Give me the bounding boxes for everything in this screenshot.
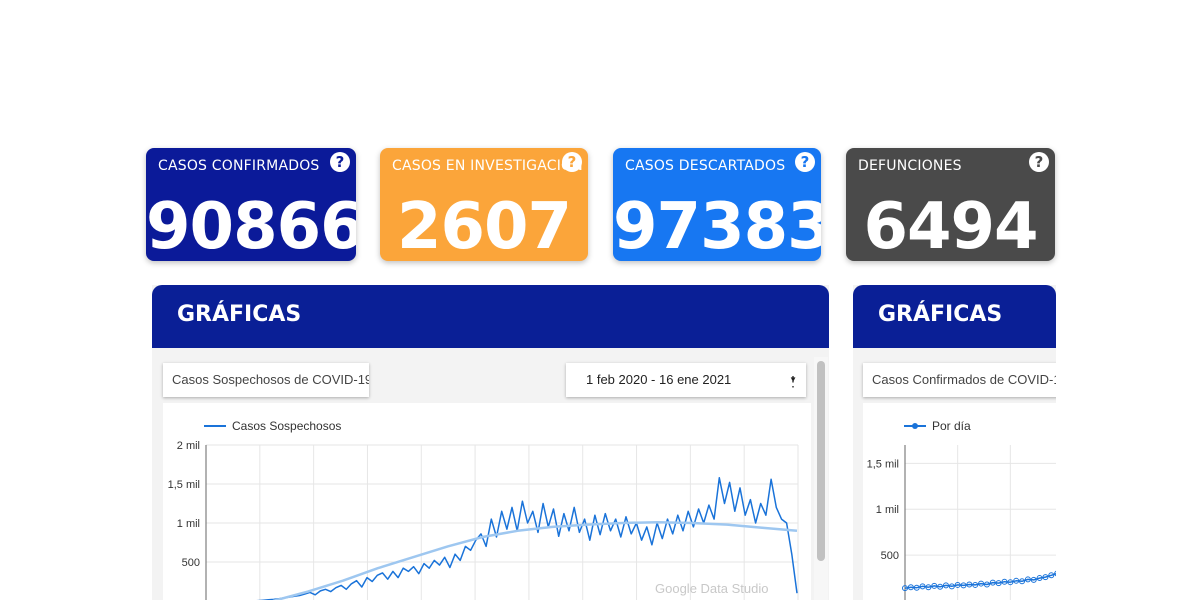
date-range-label: 1 feb 2020 - 16 ene 2021 bbox=[586, 372, 732, 387]
scrollbar[interactable] bbox=[814, 357, 828, 600]
data-point bbox=[989, 579, 996, 586]
chart-sospechosos: 2 mil 1,5 mil 1 mil 500 Casos Sospechosos Go… bbox=[163, 403, 811, 600]
data-point bbox=[954, 581, 961, 588]
panel-title: GRÁFICAS bbox=[878, 302, 1003, 327]
card-defunciones: DEFUNCIONES ? 6494 bbox=[846, 148, 1055, 261]
panel-header: GRÁFICAS bbox=[853, 285, 1056, 348]
date-range-selector[interactable]: 1 feb 2020 - 16 ene 2021 ▼ ⋮ bbox=[566, 363, 806, 397]
chart-title: Casos Confirmados de COVID-19 bbox=[863, 363, 1056, 397]
data-point bbox=[966, 581, 973, 588]
data-point bbox=[925, 584, 932, 591]
y-tick-label: 500 bbox=[182, 557, 200, 569]
legend-marker bbox=[912, 423, 918, 429]
data-point bbox=[978, 580, 985, 587]
panel-header: GRÁFICAS bbox=[152, 285, 829, 348]
data-point bbox=[1024, 576, 1031, 583]
series-line bbox=[256, 477, 798, 600]
data-point bbox=[995, 580, 1002, 587]
scrollbar-thumb[interactable] bbox=[817, 361, 825, 561]
data-point bbox=[907, 584, 914, 591]
watermark: Google Data Studio bbox=[655, 581, 769, 596]
legend-label: Casos Sospechosos bbox=[232, 419, 341, 433]
chart-confirmados: 1,5 mil 1 mil 500 Por día bbox=[863, 403, 1056, 600]
card-label: CASOS EN INVESTIGACIÓN bbox=[392, 158, 583, 174]
data-point bbox=[902, 585, 908, 592]
card-value: 6494 bbox=[863, 190, 1038, 261]
data-point bbox=[1036, 575, 1043, 582]
y-tick-label: 1,5 mil bbox=[867, 458, 899, 470]
data-point bbox=[1001, 578, 1008, 585]
data-point bbox=[1030, 576, 1037, 583]
more-options-icon[interactable]: ⋮ bbox=[786, 373, 800, 389]
data-point bbox=[972, 581, 979, 588]
legend-label: Por día bbox=[932, 419, 971, 433]
help-icon[interactable]: ? bbox=[330, 152, 350, 172]
series-line bbox=[272, 520, 798, 600]
card-confirmados: CASOS CONFIRMADOS ? 90866 bbox=[146, 148, 356, 261]
data-point bbox=[960, 582, 967, 589]
data-point bbox=[1007, 579, 1014, 586]
data-point bbox=[913, 584, 920, 591]
data-point bbox=[983, 581, 990, 588]
data-point bbox=[1019, 578, 1026, 585]
card-descartados: CASOS DESCARTADOS ? 97383 bbox=[613, 148, 821, 261]
help-icon[interactable]: ? bbox=[795, 152, 815, 172]
help-icon[interactable]: ? bbox=[1029, 152, 1049, 172]
graficas-panel-confirmados: GRÁFICAS Casos Confirmados de COVID-19 1… bbox=[853, 285, 1056, 600]
card-value: 2607 bbox=[396, 190, 572, 261]
data-point bbox=[937, 583, 944, 590]
line-chart: 1,5 mil 1 mil 500 Por día bbox=[867, 419, 1056, 600]
data-point bbox=[1013, 577, 1020, 584]
data-point bbox=[931, 582, 938, 589]
data-point bbox=[942, 582, 949, 589]
graficas-panel-sospechosos: GRÁFICAS Casos Sospechosos de COVID-19 1… bbox=[152, 285, 829, 600]
card-investigacion: CASOS EN INVESTIGACIÓN ? 2607 bbox=[380, 148, 588, 261]
card-label: DEFUNCIONES bbox=[858, 158, 962, 174]
y-tick-label: 500 bbox=[881, 550, 899, 562]
card-label: CASOS CONFIRMADOS bbox=[158, 158, 320, 174]
y-tick-label: 1,5 mil bbox=[168, 479, 200, 491]
y-tick-label: 1 mil bbox=[876, 504, 899, 516]
dropdown-arrow-icon[interactable]: ▼ bbox=[789, 375, 797, 384]
data-point bbox=[1054, 570, 1056, 577]
line-chart: 2 mil 1,5 mil 1 mil 500 Casos Sospechosos bbox=[168, 419, 799, 600]
help-icon[interactable]: ? bbox=[562, 152, 582, 172]
data-point bbox=[1042, 574, 1049, 581]
data-point bbox=[948, 583, 955, 590]
y-tick-label: 2 mil bbox=[177, 440, 200, 452]
y-tick-label: 1 mil bbox=[177, 518, 200, 530]
card-value: 97383 bbox=[613, 190, 821, 261]
card-label: CASOS DESCARTADOS bbox=[625, 158, 786, 174]
data-point bbox=[919, 583, 926, 590]
panel-title: GRÁFICAS bbox=[177, 302, 302, 327]
data-point bbox=[1048, 572, 1055, 579]
card-value: 90866 bbox=[146, 190, 356, 261]
chart-title: Casos Sospechosos de COVID-19 bbox=[163, 363, 369, 397]
